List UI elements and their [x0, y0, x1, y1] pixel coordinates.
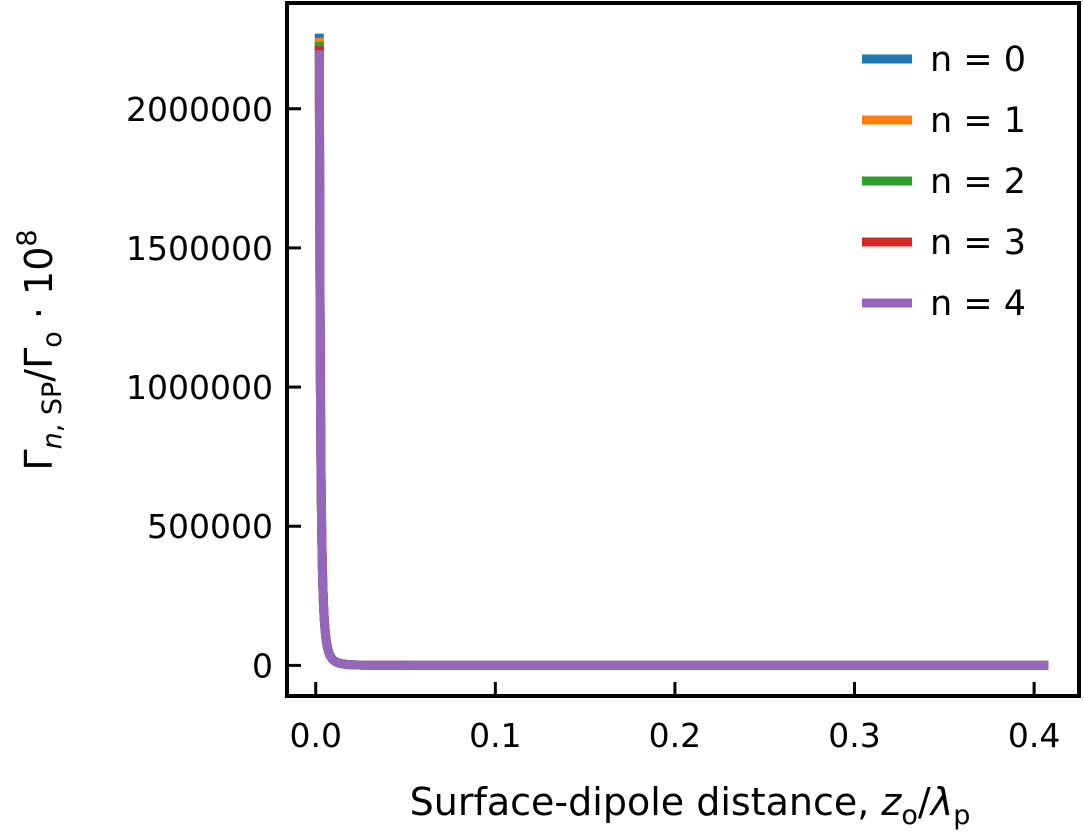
y-tick-label: 1500000 — [126, 229, 273, 268]
x-tick-label: 0.3 — [828, 716, 880, 755]
legend-label: n = 1 — [930, 101, 1026, 141]
series-lines — [314, 31, 1049, 670]
series-line-n4 — [314, 47, 1049, 670]
axes-frame — [285, 1, 1081, 698]
x-tick-label: 0.0 — [289, 716, 341, 755]
legend-label: n = 2 — [930, 162, 1026, 202]
y-axis-label: Γn, SP/Γo · 108 — [12, 229, 68, 470]
x-axis-ticks: 0.0 0.1 0.2 0.3 0.4 — [289, 682, 1060, 755]
x-tick-label: 0.4 — [1008, 716, 1060, 755]
legend-label: n = 0 — [930, 40, 1026, 80]
x-tick-label: 0.1 — [469, 716, 521, 755]
legend: n = 0 n = 1 n = 2 n = 3 n = 4 — [862, 40, 1026, 324]
x-axis-label: Surface-dipole distance, zo/λp — [410, 780, 971, 831]
y-tick-label: 0 — [252, 646, 273, 685]
y-tick-label: 500000 — [147, 507, 273, 546]
legend-label: n = 4 — [930, 284, 1026, 324]
y-axis-ticks: 0 500000 1000000 1500000 2000000 — [126, 90, 301, 685]
x-tick-label: 0.2 — [649, 716, 701, 755]
y-tick-label: 2000000 — [126, 90, 273, 129]
y-tick-label: 1000000 — [126, 368, 273, 407]
plot-area — [285, 1, 1081, 698]
legend-label: n = 3 — [930, 223, 1026, 263]
